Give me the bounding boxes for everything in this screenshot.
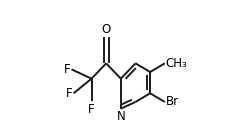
Text: CH₃: CH₃ [166,57,188,70]
Text: Br: Br [166,95,179,109]
Text: O: O [101,23,111,36]
Text: F: F [64,63,70,76]
Text: F: F [66,87,72,100]
Text: F: F [88,103,95,116]
Text: N: N [116,110,125,123]
